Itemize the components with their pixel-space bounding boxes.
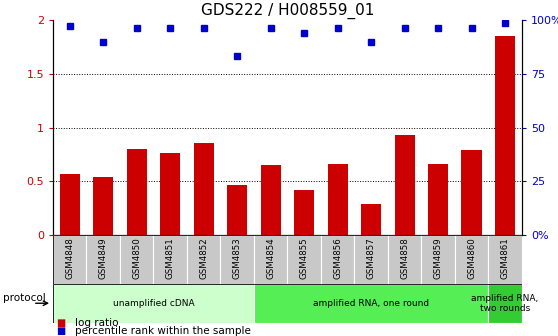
Text: ■: ■ — [56, 326, 65, 336]
Text: GSM4861: GSM4861 — [501, 238, 509, 280]
Bar — [220, 235, 254, 284]
Bar — [53, 284, 254, 323]
Bar — [187, 235, 220, 284]
Bar — [354, 235, 388, 284]
Text: GSM4854: GSM4854 — [266, 238, 275, 280]
Bar — [421, 235, 455, 284]
Bar — [254, 235, 287, 284]
Text: GSM4860: GSM4860 — [467, 238, 476, 280]
Text: GSM4856: GSM4856 — [333, 238, 342, 280]
Bar — [321, 235, 354, 284]
Text: GSM4853: GSM4853 — [233, 238, 242, 280]
Text: amplified RNA,
two rounds: amplified RNA, two rounds — [472, 294, 538, 313]
Bar — [328, 164, 348, 235]
Text: ■: ■ — [56, 318, 65, 328]
Bar — [287, 235, 321, 284]
Bar — [388, 235, 421, 284]
Bar — [160, 154, 180, 235]
Bar — [488, 284, 522, 323]
Text: log ratio: log ratio — [75, 318, 119, 328]
Bar — [254, 284, 488, 323]
Text: unamplified cDNA: unamplified cDNA — [113, 299, 194, 308]
Bar — [428, 164, 448, 235]
Text: GSM4852: GSM4852 — [199, 238, 208, 280]
Text: GSM4848: GSM4848 — [65, 238, 74, 280]
Text: GSM4859: GSM4859 — [434, 238, 442, 280]
Text: GSM4851: GSM4851 — [166, 238, 175, 280]
Bar — [395, 135, 415, 235]
Text: GSM4849: GSM4849 — [99, 238, 108, 280]
Text: GSM4857: GSM4857 — [367, 238, 376, 280]
Title: GDS222 / H008559_01: GDS222 / H008559_01 — [201, 3, 374, 19]
Bar — [261, 165, 281, 235]
Bar — [93, 177, 113, 235]
Text: GSM4850: GSM4850 — [132, 238, 141, 280]
Bar — [461, 150, 482, 235]
Text: amplified RNA, one round: amplified RNA, one round — [313, 299, 429, 308]
Bar — [361, 204, 381, 235]
Bar — [86, 235, 120, 284]
Bar — [53, 235, 86, 284]
Bar — [153, 235, 187, 284]
Bar — [194, 143, 214, 235]
Bar — [294, 190, 314, 235]
Bar — [488, 235, 522, 284]
Text: protocol: protocol — [3, 293, 46, 303]
Text: GSM4858: GSM4858 — [400, 238, 409, 280]
Bar — [120, 235, 153, 284]
Text: GSM4855: GSM4855 — [300, 238, 309, 280]
Bar — [495, 36, 515, 235]
Bar — [127, 149, 147, 235]
Bar — [455, 235, 488, 284]
Text: percentile rank within the sample: percentile rank within the sample — [75, 326, 251, 336]
Bar — [227, 185, 247, 235]
Bar — [60, 174, 80, 235]
